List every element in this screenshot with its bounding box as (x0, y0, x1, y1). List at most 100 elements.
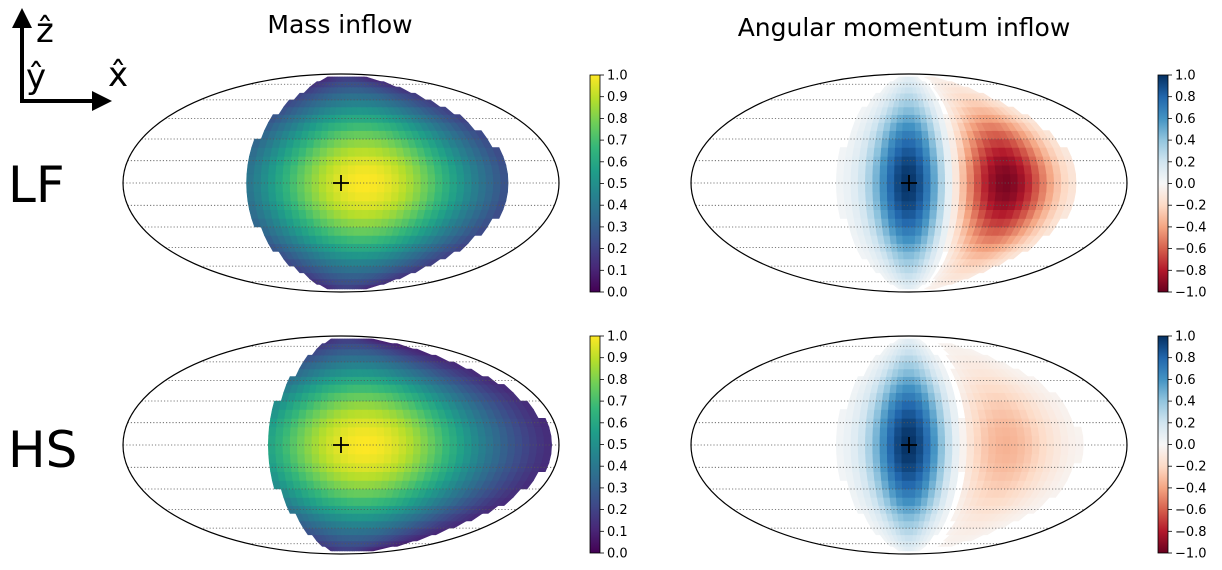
heatmap-cell (988, 435, 997, 446)
heatmap-cell (304, 435, 313, 446)
heatmap-cell (1046, 435, 1055, 446)
heatmap-cell (383, 164, 393, 175)
heatmap-cell (314, 488, 323, 498)
heatmap-cell (973, 173, 983, 184)
heatmap-cell (297, 173, 306, 184)
heatmap-cell (908, 130, 916, 140)
heatmap-cell (276, 156, 285, 166)
colorbar-tick-label: 0.8 (1175, 90, 1196, 105)
colorbar-tick-label: 0.9 (607, 90, 628, 105)
heatmap-cell (904, 272, 910, 280)
heatmap-cell (347, 426, 356, 437)
heatmap-cell (936, 417, 946, 428)
heatmap-cell (253, 173, 262, 184)
heatmap-cell (908, 453, 917, 464)
heatmap-cell (320, 218, 329, 228)
heatmap-cell (431, 354, 450, 363)
heatmap-cell (908, 251, 916, 260)
heatmap-cell (340, 471, 349, 481)
heatmap-cell (260, 191, 270, 202)
heatmap-cell (879, 426, 888, 437)
heatmap-cell (329, 251, 337, 260)
heatmap-cell (850, 164, 860, 175)
heatmap-cell (413, 435, 422, 446)
heatmap-cell (1039, 435, 1048, 446)
heatmap-cell (334, 513, 342, 522)
heatmap-cell (988, 444, 997, 455)
heatmap-cell (329, 513, 337, 522)
heatmap-cell (362, 191, 371, 202)
heatmap-cell (923, 173, 932, 184)
heatmap-cell (405, 191, 414, 202)
heatmap-cell (916, 338, 926, 344)
heatmap-cell (866, 409, 875, 419)
heatmap-cell (394, 343, 414, 350)
heatmap-cell (887, 409, 896, 419)
heatmap-cell (340, 209, 349, 219)
heatmap-cell (967, 348, 984, 356)
map-outline (122, 73, 560, 293)
heatmap-cell (347, 218, 356, 228)
heatmap-cell (498, 164, 508, 175)
colorbar-tick-label: 0.0 (607, 547, 628, 562)
heatmap-cell (318, 164, 328, 175)
heatmap-cell (872, 191, 881, 202)
heatmap-cell (879, 444, 888, 455)
heatmap-cell (929, 209, 938, 219)
colorbar-tick-label: 0.0 (1175, 177, 1196, 192)
heatmap-cell (275, 173, 284, 184)
heatmap-cell (334, 497, 342, 506)
heatmap-cell (929, 147, 938, 157)
heatmap-cell (922, 453, 932, 464)
heatmap-cell (959, 444, 968, 455)
heatmap-cell (908, 488, 916, 498)
heatmap-cell (353, 226, 362, 236)
heatmap-cell (922, 209, 931, 219)
heatmap-cell (895, 392, 903, 402)
heatmap-cell (902, 226, 910, 236)
heatmap-cell (949, 471, 959, 481)
heatmap-cell (340, 513, 348, 522)
heatmap-cell (915, 426, 924, 437)
heatmap-cell (336, 272, 342, 280)
heatmap-cell (843, 453, 853, 464)
heatmap-cell (914, 122, 923, 131)
heatmap-cell (297, 426, 306, 437)
heatmap-cell (937, 164, 946, 175)
heatmap-cell (340, 218, 349, 228)
heatmap-cell (347, 191, 356, 202)
heatmap-cell (1007, 106, 1023, 115)
heatmap-cell (442, 435, 451, 446)
heatmap-cell (330, 361, 337, 370)
heatmap-cell (297, 164, 306, 175)
heatmap-cell (346, 235, 355, 244)
heatmap-cell (347, 173, 356, 184)
heatmap-cell (297, 435, 306, 446)
heatmap-cell (965, 453, 975, 464)
heatmap-cell (836, 453, 845, 464)
heatmap-cell (536, 435, 545, 446)
heatmap-cell (364, 76, 382, 82)
heatmap-cell (253, 191, 263, 202)
heatmap-cell (304, 156, 314, 166)
heatmap-cell (312, 209, 321, 219)
heatmap-cell (361, 147, 370, 157)
heatmap-cell (384, 444, 393, 455)
heatmap-cell (275, 182, 284, 193)
heatmap-cell (886, 444, 895, 455)
heatmap-cell (902, 122, 910, 131)
heatmap-cell (318, 426, 328, 437)
heatmap-cell (368, 147, 377, 157)
heatmap-cell (944, 453, 953, 464)
heatmap-cell (282, 173, 291, 184)
heatmap-cell (311, 426, 320, 437)
heatmap-cell (973, 444, 983, 455)
heatmap-cell (478, 444, 487, 455)
heatmap-cell (289, 191, 299, 202)
center-marker (333, 437, 349, 453)
heatmap-cell (886, 164, 896, 175)
colorbar-tick-label: 0.0 (1175, 438, 1196, 453)
heatmap-cell (980, 453, 990, 464)
heatmap-cell (354, 191, 364, 202)
heatmap-cell (321, 122, 330, 131)
